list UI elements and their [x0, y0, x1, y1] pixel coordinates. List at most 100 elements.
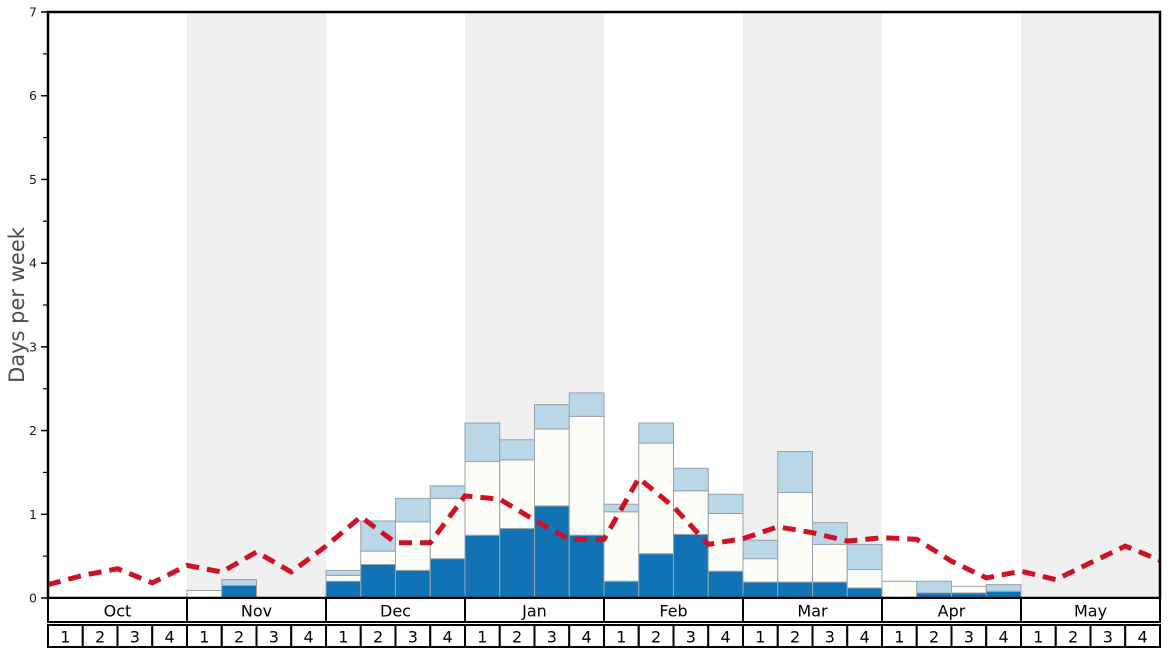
bar-segment-light-blue-days-Mar-4 [846, 543, 883, 571]
week-number-label: 1 [894, 628, 904, 647]
axes-layer: 0 1 2 3 4 5 6 7 [29, 5, 1162, 606]
bar-segment-white-days-Jan-3 [534, 428, 570, 507]
week-number-label: 4 [721, 628, 731, 647]
bar-segment-dark-blue-days-Dec-1 [325, 580, 362, 599]
bars-layer [186, 392, 1022, 599]
week-number-label: 3 [825, 628, 835, 647]
month-label: Jan [521, 602, 547, 621]
bar-segment-dark-blue-days-Jan-2 [499, 528, 535, 599]
month-label: Mar [797, 602, 828, 621]
bar-segment-light-blue-days-Dec-4 [429, 485, 466, 499]
y-tick-label: 3 [29, 339, 37, 354]
bar-segment-dark-blue-days-Feb-3 [673, 533, 709, 599]
week-number-label: 1 [1033, 628, 1043, 647]
week-number-label: 3 [686, 628, 696, 647]
y-axis-title: Days per week [5, 226, 29, 383]
bar-segment-dark-blue-days-Feb-1 [603, 580, 640, 599]
bar-segment-white-days-Feb-2 [638, 442, 674, 555]
bar-segment-light-blue-days-Dec-3 [395, 497, 431, 523]
bar-segment-dark-blue-days-Feb-2 [638, 553, 674, 599]
week-number-label: 2 [234, 628, 244, 647]
bar-segment-light-blue-days-Dec-1 [325, 569, 362, 576]
month-cell [742, 597, 883, 623]
week-number-label: 3 [408, 628, 418, 647]
bar-segment-white-days-Feb-1 [603, 511, 640, 582]
week-number-label: 4 [304, 628, 314, 647]
week-number-label: 3 [1103, 628, 1113, 647]
trend-line-layer [47, 474, 1161, 588]
month-cell [603, 597, 744, 623]
week-number-label: 3 [964, 628, 974, 647]
bar-segment-dark-blue-days-Dec-3 [395, 569, 431, 599]
bar-segment-dark-blue-days-Mar-3 [812, 581, 848, 599]
month-cell [881, 597, 1022, 623]
bar-segment-dark-blue-days-Feb-4 [707, 570, 744, 599]
month-label: Apr [938, 602, 966, 621]
month-shaded-band [187, 12, 326, 598]
bar-segment-light-blue-days-Mar-2 [777, 451, 813, 494]
week-number-label: 2 [651, 628, 661, 647]
week-cell [1124, 624, 1161, 648]
bar-segment-light-blue-days-Nov-2 [221, 579, 257, 586]
week-number-label: 1 [616, 628, 626, 647]
bar-segment-white-days-Mar-4 [846, 569, 883, 589]
week-number-label: 2 [512, 628, 522, 647]
bar-segment-light-blue-days-Mar-1 [742, 539, 779, 560]
month-shading-layer [187, 12, 1160, 598]
bar-segment-light-blue-days-Mar-3 [812, 522, 848, 545]
week-number-label: 3 [130, 628, 140, 647]
red-dashed-trend-line [47, 474, 1161, 588]
bar-segment-white-days-Apr-1 [881, 580, 918, 599]
week-number-label: 4 [582, 628, 592, 647]
bar-segment-light-blue-days-Feb-4 [707, 493, 744, 514]
y-tick-label: 7 [29, 5, 37, 20]
y-tick-label: 2 [29, 423, 37, 438]
month-shaded-band [1021, 12, 1160, 598]
month-cell [186, 597, 327, 623]
month-label: Nov [241, 602, 272, 621]
bar-segment-white-days-Jan-4 [568, 415, 605, 536]
week-number-label: 2 [790, 628, 800, 647]
week-number-label: 1 [338, 628, 348, 647]
bar-segment-dark-blue-days-Mar-2 [777, 581, 813, 599]
week-number-label: 4 [443, 628, 453, 647]
bar-segment-light-blue-days-Jan-4 [568, 392, 605, 417]
month-week-table-layer: Oct Nov Dec Jan Feb Mar Apr May 1 2 3 4 1 2 3 4 1 2 3 4 1 2 3 4… [47, 597, 1161, 648]
bar-segment-light-blue-days-Apr-4 [985, 584, 1022, 592]
y-tick-label: 6 [29, 88, 37, 103]
bar-segment-white-days-Mar-1 [742, 558, 779, 583]
week-number-label: 4 [165, 628, 175, 647]
y-tick-label: 1 [29, 507, 37, 522]
bar-segment-dark-blue-days-Mar-1 [742, 581, 779, 599]
week-number-label: 1 [755, 628, 765, 647]
month-label: Dec [380, 602, 411, 621]
bar-segment-white-days-Dec-1 [325, 574, 362, 582]
month-label: Feb [659, 602, 687, 621]
month-cell [325, 597, 466, 623]
bar-segment-light-blue-days-Jan-2 [499, 439, 535, 461]
week-number-label: 1 [477, 628, 487, 647]
week-number-label: 3 [269, 628, 279, 647]
bar-segment-white-days-Dec-4 [429, 497, 466, 560]
month-label: May [1074, 602, 1107, 621]
bar-segment-light-blue-days-Apr-2 [916, 580, 952, 594]
bar-segment-dark-blue-days-Dec-2 [360, 564, 396, 599]
bar-segment-white-days-Apr-3 [951, 585, 987, 594]
week-number-label: 2 [373, 628, 383, 647]
bar-segment-light-blue-days-Jan-1 [464, 422, 501, 463]
week-number-label: 3 [547, 628, 557, 647]
week-number-label: 4 [999, 628, 1009, 647]
week-number-label: 2 [95, 628, 105, 647]
week-number-label: 4 [860, 628, 870, 647]
week-number-label: 2 [1068, 628, 1078, 647]
bar-segment-dark-blue-days-Mar-4 [846, 587, 883, 599]
y-tick-label: 0 [29, 591, 37, 606]
bar-segment-white-days-Mar-3 [812, 543, 848, 583]
bar-segment-dark-blue-days-Dec-4 [429, 558, 466, 599]
y-tick-label: 4 [29, 256, 37, 271]
bar-segment-white-days-Dec-2 [360, 550, 396, 566]
bar-segment-dark-blue-days-Jan-4 [568, 534, 605, 599]
bar-segment-dark-blue-days-Jan-1 [464, 534, 501, 599]
